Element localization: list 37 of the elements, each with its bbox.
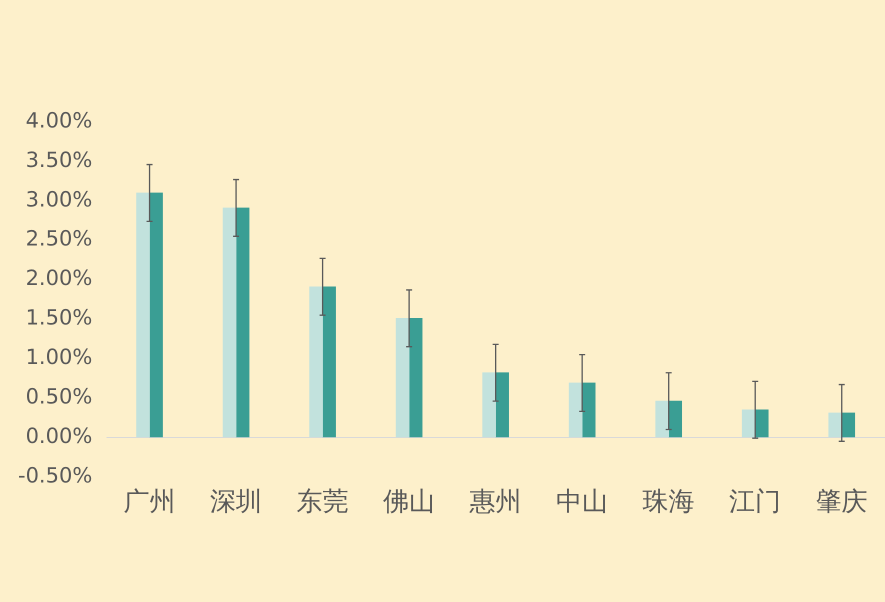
bar: [841, 412, 856, 438]
x-tick-label: 肇庆: [816, 487, 868, 518]
y-tick-label: 0.50%: [26, 384, 92, 408]
bar: [482, 372, 496, 438]
bar: [828, 412, 842, 438]
x-tick-label: 佛山: [383, 487, 436, 518]
y-tick-label: 1.50%: [26, 306, 92, 330]
bar: [495, 372, 509, 438]
y-tick-label: -0.50%: [18, 463, 92, 488]
x-tick-label: 广州: [124, 487, 176, 518]
bar: [754, 409, 769, 438]
bar: [742, 409, 756, 438]
x-tick-label: 中山: [556, 487, 608, 518]
bar: [408, 318, 422, 438]
x-tick-label: 东莞: [296, 487, 349, 518]
bar: [322, 286, 336, 438]
y-tick-label: 2.00%: [26, 266, 92, 290]
x-tick-label: 惠州: [468, 487, 522, 518]
bar: [222, 208, 236, 438]
bar: [668, 400, 682, 438]
bar: [655, 400, 670, 438]
x-tick-label: 深圳: [210, 487, 262, 518]
bar: [149, 192, 163, 438]
y-tick-label: 2.50%: [26, 226, 92, 251]
y-tick-label: 1.00%: [26, 344, 92, 369]
bar: [136, 192, 150, 438]
bar: [582, 382, 596, 438]
y-tick-label: 0.00%: [26, 424, 92, 448]
y-tick-label: 3.50%: [26, 148, 92, 172]
x-tick-label: 江门: [729, 487, 782, 518]
bar: [236, 208, 250, 438]
bar: [396, 318, 410, 438]
bar: [568, 382, 582, 438]
x-tick-label: 珠海: [642, 487, 695, 518]
bar: [309, 286, 323, 438]
y-tick-label: 3.00%: [26, 187, 92, 212]
y-tick-label: 4.00%: [26, 108, 92, 132]
